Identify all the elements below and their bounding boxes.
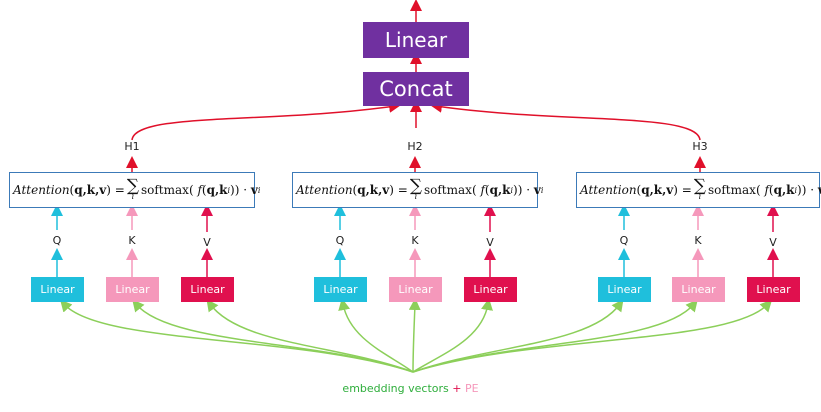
formula-v: v <box>533 183 541 197</box>
h3-to-concat-arrow <box>430 100 701 141</box>
formula-fargs: q,k <box>773 183 795 197</box>
linear-q-1: Linear <box>31 277 84 302</box>
head-label-h1: H1 <box>124 140 140 153</box>
formula-v-sub: i <box>540 185 544 195</box>
attention-formula-h1: Attention(q,k,v) = ∑ i softmax( f(q,k i)) … <box>9 172 260 208</box>
linear-q-2: Linear <box>314 277 367 302</box>
fan-to-linear-q3 <box>412 299 624 373</box>
linear-v-3: Linear <box>747 277 800 302</box>
plus-sign: + <box>452 382 462 395</box>
k-label-3: K <box>694 234 702 247</box>
formula-args: q,k,v <box>74 183 107 197</box>
fan-to-linear-v2 <box>412 298 493 373</box>
formula-args: q,k,v <box>641 183 674 197</box>
formula-f: f <box>480 183 485 197</box>
linear-k-3: Linear <box>672 277 725 302</box>
k-label-1: K <box>128 234 136 247</box>
h1-to-concat-arrow <box>131 100 401 141</box>
fan-to-linear-q1 <box>60 299 414 373</box>
formula-attention-text: Attention <box>296 183 353 197</box>
v-label-1: V <box>203 236 211 249</box>
sum-subscript: i <box>414 191 418 201</box>
linear-k-1: Linear <box>106 277 159 302</box>
formula-f: f <box>764 183 769 197</box>
formula-sub: i <box>227 185 231 195</box>
formula-attention-text: Attention <box>580 183 637 197</box>
q-label-3: Q <box>619 234 629 247</box>
sum-subscript: i <box>131 191 135 201</box>
q-label-2: Q <box>335 234 345 247</box>
embedding-label: embedding vectors + PE <box>0 382 821 395</box>
v-label-2: V <box>486 236 494 249</box>
formula-args: q,k,v <box>357 183 390 197</box>
attention-formula-h3: Attention(q,k,v) = ∑ i softmax( f(q,k i)) … <box>576 172 821 208</box>
pe-text: PE <box>464 382 479 395</box>
head-label-h3: H3 <box>692 140 708 153</box>
fan-to-linear-v1 <box>206 299 414 373</box>
v-label-3: V <box>769 236 777 249</box>
formula-softmax-text: softmax <box>707 183 756 197</box>
linear-v-2: Linear <box>464 277 517 302</box>
head-label-h2: H2 <box>407 140 423 153</box>
sum-subscript: i <box>698 191 702 201</box>
linear-k-2: Linear <box>389 277 442 302</box>
sum-symbol: ∑ i <box>409 176 422 201</box>
linear-output-box: Linear <box>363 22 469 58</box>
fan-to-linear-q2 <box>338 298 414 373</box>
sum-symbol: ∑ i <box>693 176 706 201</box>
q-label-1: Q <box>52 234 62 247</box>
formula-sub: i <box>794 185 798 195</box>
sum-symbol: ∑ i <box>126 176 139 201</box>
formula-softmax-text: softmax <box>423 183 472 197</box>
fan-to-linear-v3 <box>412 299 773 373</box>
formula-fargs: q,k <box>489 183 511 197</box>
linear-v-1: Linear <box>181 277 234 302</box>
formula-v: v <box>818 183 821 197</box>
k-label-2: K <box>411 234 419 247</box>
fan-to-linear-k2 <box>408 298 421 373</box>
formula-f: f <box>197 183 202 197</box>
formula-fargs: q,k <box>206 183 228 197</box>
formula-attention-text: Attention <box>13 183 70 197</box>
formula-v: v <box>250 183 258 197</box>
embedding-vectors-text: embedding vectors <box>342 382 449 395</box>
linear-q-3: Linear <box>598 277 651 302</box>
embedding-fan <box>60 298 773 373</box>
formula-v-sub: i <box>257 185 261 195</box>
formula-sub: i <box>510 185 514 195</box>
fan-to-linear-k1 <box>132 299 414 373</box>
concat-box: Concat <box>363 72 469 106</box>
attention-formula-h2: Attention(q,k,v) = ∑ i softmax( f(q,k i)) … <box>292 172 543 208</box>
formula-softmax-text: softmax <box>140 183 189 197</box>
